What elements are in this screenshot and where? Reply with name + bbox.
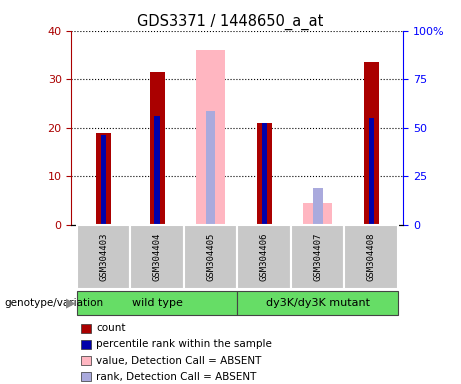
Text: GSM304408: GSM304408 [367,233,376,281]
Bar [369,118,374,225]
Bar [261,123,267,225]
FancyBboxPatch shape [77,291,237,316]
Text: GSM304407: GSM304407 [313,233,322,281]
FancyBboxPatch shape [130,225,184,289]
Bar [96,132,111,225]
Text: rank, Detection Call = ABSENT: rank, Detection Call = ABSENT [96,372,257,382]
Bar [150,72,165,225]
Text: GSM304403: GSM304403 [99,233,108,281]
Bar [196,50,225,225]
Bar [303,203,332,225]
FancyBboxPatch shape [184,225,237,289]
FancyBboxPatch shape [237,225,291,289]
Bar [364,62,379,225]
Text: genotype/variation: genotype/variation [5,298,104,308]
Bar [101,135,106,225]
Text: GDS3371 / 1448650_a_at: GDS3371 / 1448650_a_at [137,13,324,30]
Text: GSM304405: GSM304405 [206,233,215,281]
FancyBboxPatch shape [291,225,344,289]
Text: dy3K/dy3K mutant: dy3K/dy3K mutant [266,298,370,308]
Bar [257,123,272,225]
Text: wild type: wild type [132,298,183,308]
Text: ▶: ▶ [66,297,76,310]
FancyBboxPatch shape [344,225,398,289]
Bar [154,116,160,225]
Text: GSM304404: GSM304404 [153,233,162,281]
Bar [313,188,323,225]
Bar [206,111,215,225]
Text: percentile rank within the sample: percentile rank within the sample [96,339,272,349]
FancyBboxPatch shape [77,225,130,289]
Text: count: count [96,323,126,333]
Text: value, Detection Call = ABSENT: value, Detection Call = ABSENT [96,356,262,366]
FancyBboxPatch shape [237,291,398,316]
Text: GSM304406: GSM304406 [260,233,269,281]
